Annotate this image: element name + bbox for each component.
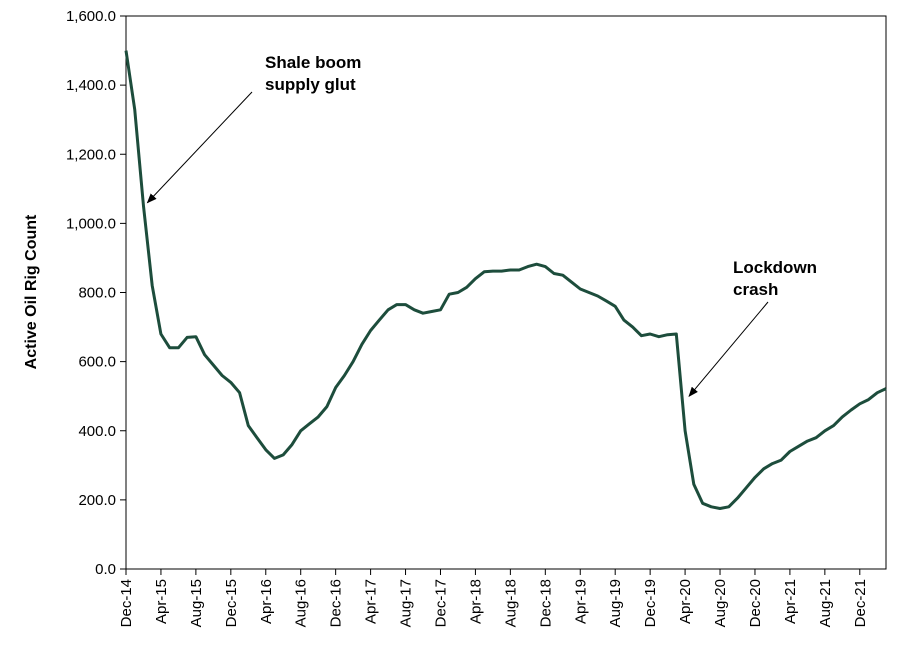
y-axis-ticks: 0.0 200.0 400.0 600.0 800.0 1,000.0 1,200.0 1,4…: [66, 8, 126, 578]
y-tick-label: 400.0: [78, 423, 116, 440]
annotation-arrow: [688, 301, 769, 397]
x-tick-label: Aug-16: [293, 579, 310, 627]
x-tick-label: Apr-17: [363, 579, 380, 624]
annotation-label: crash: [733, 280, 778, 299]
x-tick-label: Apr-18: [467, 579, 484, 624]
annotations: Shale boom supply glut Lockdown crash: [146, 53, 817, 397]
x-tick-label: Dec-14: [118, 579, 135, 627]
x-tick-label: Apr-20: [677, 579, 694, 624]
x-tick-label: Apr-16: [258, 579, 275, 624]
x-tick-label: Dec-19: [642, 579, 659, 627]
x-tick-label: Dec-17: [432, 579, 449, 627]
y-axis-title: Active Oil Rig Count: [23, 214, 40, 369]
x-axis-ticks: Dec-14 Apr-15 Aug-15 Dec-15 Apr-16 Aug-16 Dec-…: [118, 569, 869, 627]
annotation-arrow: [146, 91, 253, 204]
y-tick-label: 600.0: [78, 354, 116, 371]
x-tick-label: Aug-15: [188, 579, 205, 627]
x-tick-label: Aug-17: [398, 579, 415, 627]
y-tick-label: 1,200.0: [66, 146, 116, 163]
y-tick-label: 0.0: [95, 561, 116, 578]
plot-area: [125, 15, 887, 570]
annotation-label: Shale boom: [265, 53, 361, 72]
x-tick-label: Dec-20: [747, 579, 764, 627]
x-tick-label: Dec-15: [223, 579, 240, 627]
x-tick-label: Apr-15: [153, 579, 170, 624]
x-tick-label: Aug-20: [712, 579, 729, 627]
rig-count-series-line: [124, 50, 887, 510]
x-tick-label: Apr-21: [782, 579, 799, 624]
y-tick-label: 1,400.0: [66, 77, 116, 94]
x-tick-label: Aug-21: [817, 579, 834, 627]
y-tick-label: 200.0: [78, 492, 116, 509]
x-tick-label: Dec-21: [852, 579, 869, 627]
y-tick-label: 800.0: [78, 285, 116, 302]
x-tick-label: Apr-19: [572, 579, 589, 624]
x-tick-label: Dec-16: [328, 579, 345, 627]
annotation-label: Lockdown: [733, 258, 817, 277]
x-tick-label: Aug-18: [502, 579, 519, 627]
x-tick-label: Dec-18: [537, 579, 554, 627]
y-tick-label: 1,000.0: [66, 215, 116, 232]
y-tick-label: 1,600.0: [66, 8, 116, 25]
x-tick-label: Aug-19: [607, 579, 624, 627]
annotation-label: supply glut: [265, 75, 356, 94]
